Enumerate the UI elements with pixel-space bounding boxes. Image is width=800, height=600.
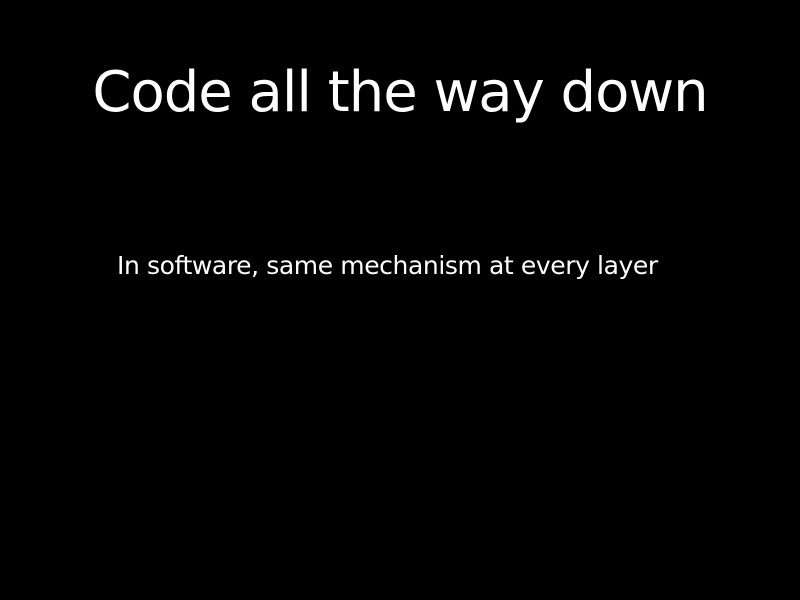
slide-title: Code all the way down [92, 60, 708, 125]
slide-body-text: In software, same mechanism at every lay… [117, 251, 658, 280]
